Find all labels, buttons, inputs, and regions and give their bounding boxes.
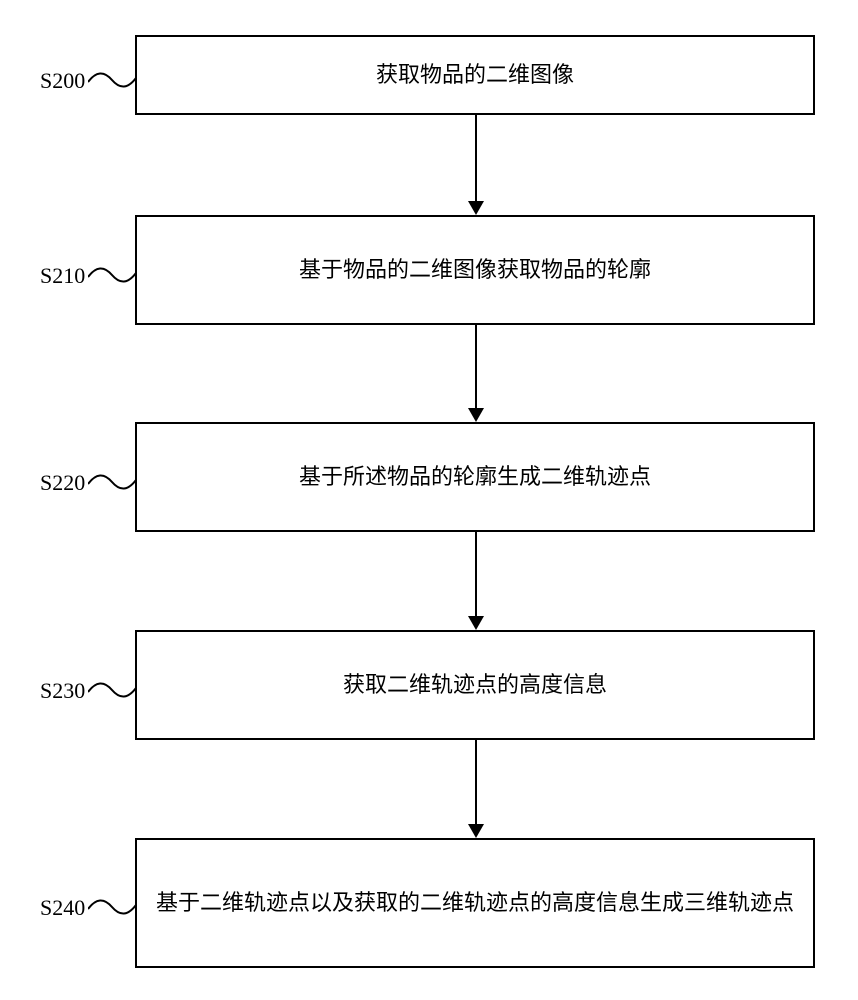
step-text: 基于所述物品的轮廓生成二维轨迹点 (281, 461, 669, 493)
step-box-s210: 基于物品的二维图像获取物品的轮廓 (135, 215, 815, 325)
arrow-head-icon (468, 408, 484, 422)
tilde-connector-icon (88, 897, 136, 917)
arrow-head-icon (468, 201, 484, 215)
step-text: 获取二维轨迹点的高度信息 (325, 669, 625, 701)
step-label-s230: S230 (40, 678, 85, 704)
step-box-s200: 获取物品的二维图像 (135, 35, 815, 115)
step-text: 基于物品的二维图像获取物品的轮廓 (281, 254, 669, 286)
step-label-s210: S210 (40, 263, 85, 289)
step-text: 获取物品的二维图像 (358, 59, 592, 91)
step-label-s240: S240 (40, 895, 85, 921)
step-box-s240: 基于二维轨迹点以及获取的二维轨迹点的高度信息生成三维轨迹点 (135, 838, 815, 968)
step-label-s220: S220 (40, 470, 85, 496)
tilde-connector-icon (88, 472, 136, 492)
arrow-line (475, 325, 477, 408)
arrow-head-icon (468, 616, 484, 630)
step-label-s200: S200 (40, 68, 85, 94)
arrow-line (475, 532, 477, 616)
arrow-line (475, 115, 477, 201)
tilde-connector-icon (88, 265, 136, 285)
step-text: 基于二维轨迹点以及获取的二维轨迹点的高度信息生成三维轨迹点 (138, 887, 812, 919)
step-box-s220: 基于所述物品的轮廓生成二维轨迹点 (135, 422, 815, 532)
arrow-head-icon (468, 824, 484, 838)
step-box-s230: 获取二维轨迹点的高度信息 (135, 630, 815, 740)
tilde-connector-icon (88, 70, 136, 90)
tilde-connector-icon (88, 680, 136, 700)
arrow-line (475, 740, 477, 824)
flowchart-canvas: 获取物品的二维图像 S200 基于物品的二维图像获取物品的轮廓 S210 基于所述物品的… (0, 0, 858, 1000)
